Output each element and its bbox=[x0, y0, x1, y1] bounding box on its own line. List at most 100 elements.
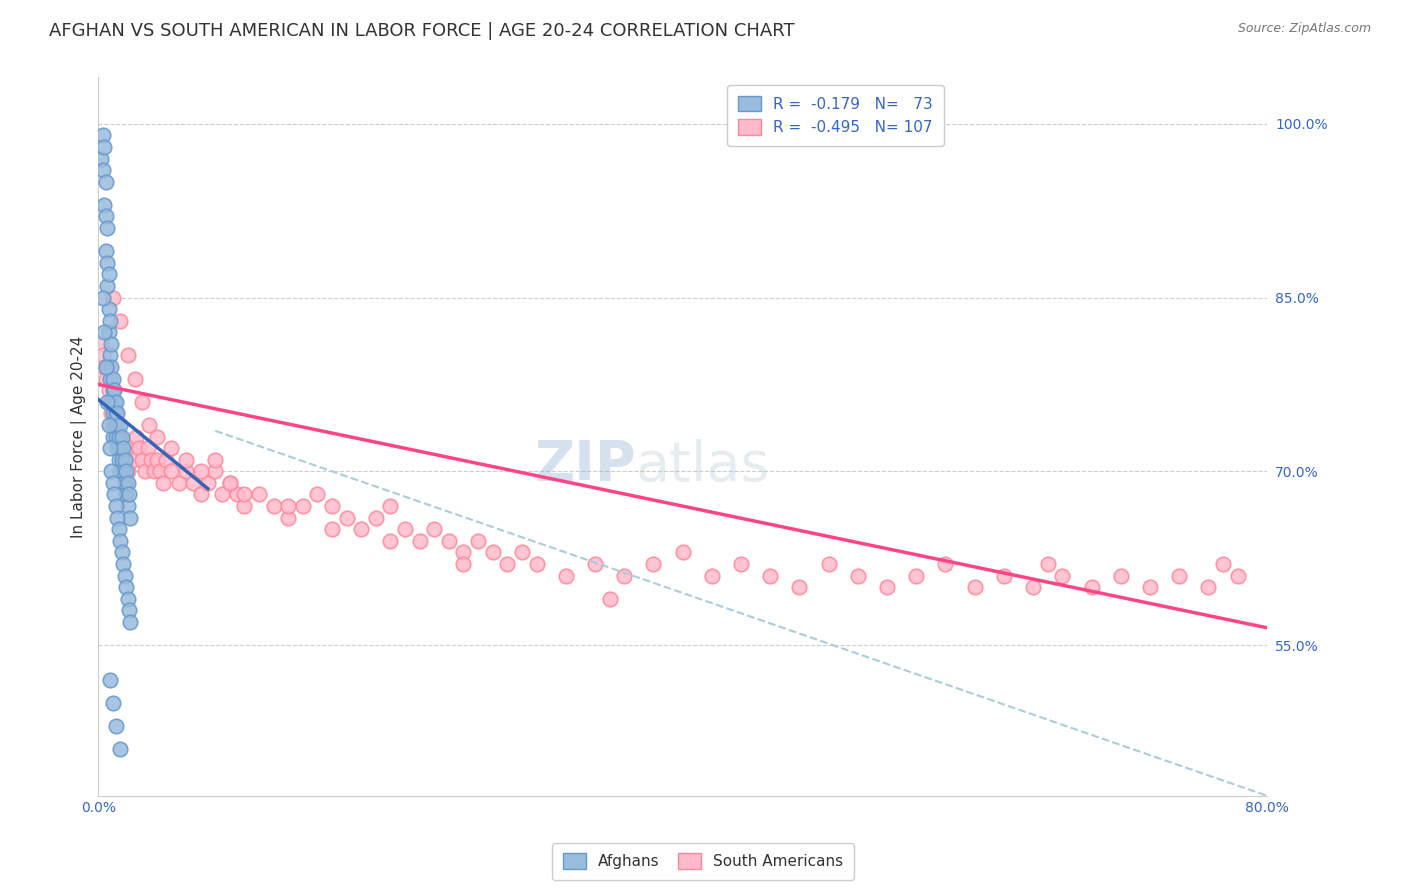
Point bbox=[233, 487, 256, 501]
Point bbox=[114, 568, 136, 582]
Point bbox=[817, 557, 839, 571]
Point bbox=[336, 510, 359, 524]
Point bbox=[277, 499, 299, 513]
Point bbox=[97, 268, 120, 282]
Point bbox=[149, 464, 172, 478]
Point bbox=[104, 406, 127, 420]
Point bbox=[350, 522, 373, 536]
Point bbox=[1226, 568, 1249, 582]
Point bbox=[789, 580, 811, 594]
Point bbox=[97, 302, 120, 317]
Point bbox=[91, 163, 114, 178]
Point bbox=[105, 441, 128, 455]
Point bbox=[510, 545, 533, 559]
Point bbox=[110, 441, 132, 455]
Point bbox=[152, 475, 174, 490]
Point bbox=[759, 568, 782, 582]
Point bbox=[277, 510, 299, 524]
Point bbox=[118, 487, 141, 501]
Point bbox=[97, 417, 120, 432]
Point bbox=[96, 394, 118, 409]
Point bbox=[583, 557, 606, 571]
Point bbox=[110, 742, 132, 756]
Point bbox=[218, 475, 240, 490]
Point bbox=[496, 557, 519, 571]
Point bbox=[453, 545, 475, 559]
Point bbox=[97, 326, 120, 340]
Point bbox=[118, 603, 141, 617]
Point bbox=[110, 314, 132, 328]
Point bbox=[122, 452, 145, 467]
Point bbox=[554, 568, 576, 582]
Point bbox=[204, 464, 226, 478]
Point bbox=[1080, 580, 1102, 594]
Point bbox=[263, 499, 285, 513]
Point bbox=[103, 383, 125, 397]
Point bbox=[101, 406, 124, 420]
Point bbox=[103, 406, 125, 420]
Point bbox=[730, 557, 752, 571]
Point bbox=[115, 464, 138, 478]
Point bbox=[142, 464, 165, 478]
Point bbox=[380, 533, 402, 548]
Point bbox=[107, 452, 129, 467]
Point bbox=[105, 417, 128, 432]
Point bbox=[146, 429, 169, 443]
Point bbox=[671, 545, 693, 559]
Point bbox=[120, 615, 142, 629]
Point bbox=[90, 337, 112, 351]
Point bbox=[100, 394, 122, 409]
Point bbox=[96, 360, 118, 375]
Point bbox=[131, 452, 153, 467]
Point bbox=[160, 441, 183, 455]
Point bbox=[481, 545, 503, 559]
Point bbox=[114, 475, 136, 490]
Point bbox=[104, 417, 127, 432]
Point bbox=[100, 464, 122, 478]
Legend: R =  -0.179   N=   73, R =  -0.495   N= 107: R = -0.179 N= 73, R = -0.495 N= 107 bbox=[727, 85, 943, 146]
Point bbox=[112, 441, 135, 455]
Point bbox=[112, 557, 135, 571]
Point bbox=[134, 464, 156, 478]
Point bbox=[1139, 580, 1161, 594]
Point bbox=[93, 360, 115, 375]
Point bbox=[104, 719, 127, 733]
Point bbox=[114, 452, 136, 467]
Point bbox=[101, 417, 124, 432]
Point bbox=[905, 568, 928, 582]
Point bbox=[247, 487, 270, 501]
Point bbox=[155, 452, 177, 467]
Point bbox=[94, 210, 117, 224]
Point bbox=[96, 279, 118, 293]
Point bbox=[100, 406, 122, 420]
Point bbox=[136, 441, 159, 455]
Point bbox=[103, 394, 125, 409]
Point bbox=[181, 475, 204, 490]
Point bbox=[93, 326, 115, 340]
Point bbox=[1197, 580, 1219, 594]
Point bbox=[117, 475, 139, 490]
Point bbox=[101, 475, 124, 490]
Point bbox=[111, 452, 134, 467]
Point bbox=[101, 371, 124, 385]
Point bbox=[233, 499, 256, 513]
Point bbox=[963, 580, 986, 594]
Point bbox=[104, 394, 127, 409]
Point bbox=[98, 673, 121, 687]
Point bbox=[307, 487, 329, 501]
Point bbox=[117, 499, 139, 513]
Point bbox=[94, 360, 117, 375]
Point bbox=[437, 533, 460, 548]
Point bbox=[204, 452, 226, 467]
Point bbox=[846, 568, 869, 582]
Point bbox=[94, 175, 117, 189]
Point bbox=[226, 487, 249, 501]
Point bbox=[91, 291, 114, 305]
Point bbox=[112, 464, 135, 478]
Point bbox=[1036, 557, 1059, 571]
Text: Source: ZipAtlas.com: Source: ZipAtlas.com bbox=[1237, 22, 1371, 36]
Point bbox=[90, 152, 112, 166]
Point bbox=[291, 499, 314, 513]
Point bbox=[1212, 557, 1234, 571]
Point bbox=[98, 441, 121, 455]
